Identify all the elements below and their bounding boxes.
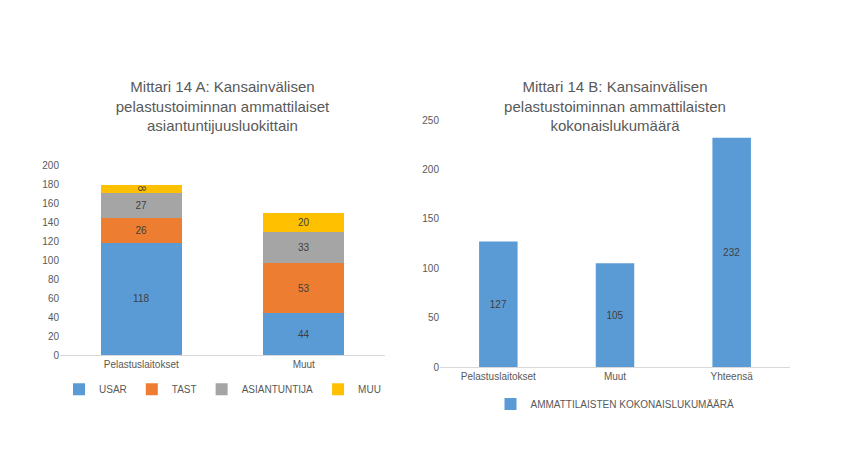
svg-text:140: 140 — [42, 217, 59, 228]
svg-text:8: 8 — [136, 186, 147, 192]
svg-text:150: 150 — [422, 213, 439, 224]
svg-text:20: 20 — [298, 217, 310, 228]
svg-text:53: 53 — [298, 283, 310, 294]
svg-text:105: 105 — [606, 310, 623, 321]
svg-text:TAST: TAST — [172, 384, 197, 395]
svg-text:160: 160 — [42, 198, 59, 209]
svg-text:Pelastuslaitokset: Pelastuslaitokset — [104, 359, 179, 370]
svg-text:Pelastuslaitokset: Pelastuslaitokset — [461, 371, 536, 382]
svg-text:40: 40 — [48, 312, 60, 323]
svg-text:80: 80 — [48, 274, 60, 285]
svg-text:MUU: MUU — [358, 384, 381, 395]
svg-text:0: 0 — [433, 362, 439, 373]
svg-text:27: 27 — [135, 200, 147, 211]
svg-text:Mittari 14 A: Kansainvälisenpe: Mittari 14 A: Kansainvälisenpelastustoim… — [116, 78, 330, 134]
svg-text:50: 50 — [428, 312, 440, 323]
svg-text:0: 0 — [53, 350, 59, 361]
svg-text:AMMATTILAISTEN KOKONAISLUKUMÄÄ: AMMATTILAISTEN KOKONAISLUKUMÄÄRÄ — [531, 399, 735, 410]
svg-text:USAR: USAR — [99, 384, 127, 395]
svg-text:180: 180 — [42, 179, 59, 190]
svg-text:100: 100 — [42, 255, 59, 266]
svg-text:100: 100 — [422, 263, 439, 274]
svg-text:Yhteensä: Yhteensä — [711, 371, 754, 382]
svg-text:120: 120 — [42, 236, 59, 247]
svg-text:Muut: Muut — [604, 371, 626, 382]
svg-text:232: 232 — [723, 247, 740, 258]
svg-text:200: 200 — [422, 164, 439, 175]
svg-text:26: 26 — [135, 225, 147, 236]
svg-text:60: 60 — [48, 293, 60, 304]
svg-text:127: 127 — [490, 299, 507, 310]
svg-text:44: 44 — [298, 329, 310, 340]
svg-text:118: 118 — [133, 293, 149, 304]
svg-text:200: 200 — [42, 160, 59, 171]
svg-text:20: 20 — [48, 331, 60, 342]
svg-text:250: 250 — [422, 115, 439, 126]
svg-text:33: 33 — [298, 242, 310, 253]
svg-text:Muut: Muut — [293, 359, 315, 370]
svg-text:ASIANTUNTIJA: ASIANTUNTIJA — [242, 384, 313, 395]
svg-text:Mittari 14 B: Kansainvälisenpe: Mittari 14 B: Kansainvälisenpelastustoim… — [504, 78, 726, 134]
